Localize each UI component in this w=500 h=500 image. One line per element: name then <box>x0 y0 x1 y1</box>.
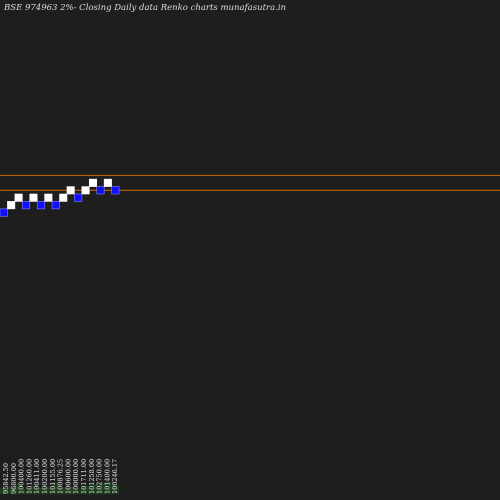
renko-brick-14 <box>103 178 112 187</box>
volume-bar-11 <box>81 485 90 494</box>
x-tick-label-10: 101711.00 <box>80 459 88 494</box>
renko-brick-2 <box>14 193 23 202</box>
renko-brick-0 <box>0 208 8 217</box>
volume-bar-10 <box>74 489 82 494</box>
x-tick-label-4: 100411.00 <box>33 459 41 494</box>
x-tick-label-7: 100876.25 <box>57 459 65 494</box>
volume-bar-12 <box>89 484 97 494</box>
renko-brick-3 <box>22 201 31 210</box>
renko-brick-1 <box>7 201 16 210</box>
volume-bar-15 <box>111 485 120 494</box>
x-tick-label-5: 100200.00 <box>41 459 49 494</box>
x-tick-label-13: 101400.00 <box>103 459 111 494</box>
volume-bar-2 <box>14 484 23 494</box>
renko-brick-12 <box>88 178 98 187</box>
x-tick-label-6: 101155.00 <box>49 459 57 494</box>
x-tick-label-8: 100600.00 <box>64 459 72 494</box>
volume-bar-3 <box>22 489 30 494</box>
x-tick-label-3: 101260.00 <box>25 459 33 494</box>
renko-brick-15 <box>111 186 120 195</box>
x-tick-label-9: 100000.00 <box>72 459 80 494</box>
volume-bar-7 <box>52 483 60 494</box>
x-tick-label-2: 100400.00 <box>18 459 26 494</box>
x-tick-label-14: 100246.17 <box>111 459 119 494</box>
renko-brick-11 <box>81 186 90 195</box>
renko-brick-13 <box>96 186 105 195</box>
renko-brick-9 <box>66 186 75 195</box>
volume-bar-1 <box>7 486 15 494</box>
volume-bar-5 <box>37 488 45 494</box>
volume-bar-8 <box>59 488 67 494</box>
volume-bar-14 <box>104 482 112 494</box>
x-tick-label-12: 102750.00 <box>96 459 104 494</box>
volume-bar-13 <box>96 483 105 494</box>
x-tick-label-1: 96800.00 <box>10 463 18 494</box>
renko-brick-5 <box>36 201 45 210</box>
renko-brick-8 <box>59 193 68 202</box>
chart-title: BSE 974963 2%- Closing Daily data Renko … <box>4 3 287 13</box>
volume-bar-0 <box>0 488 8 494</box>
volume-bar-4 <box>29 485 38 494</box>
x-tick-label-11: 101258.00 <box>88 459 96 494</box>
renko-brick-10 <box>74 193 83 202</box>
volume-bar-9 <box>66 486 75 494</box>
renko-brick-4 <box>29 193 38 202</box>
renko-brick-6 <box>44 193 53 202</box>
renko-brick-7 <box>51 201 60 210</box>
x-tick-label-0: 95842.50 <box>2 463 10 494</box>
volume-bar-6 <box>44 486 53 494</box>
